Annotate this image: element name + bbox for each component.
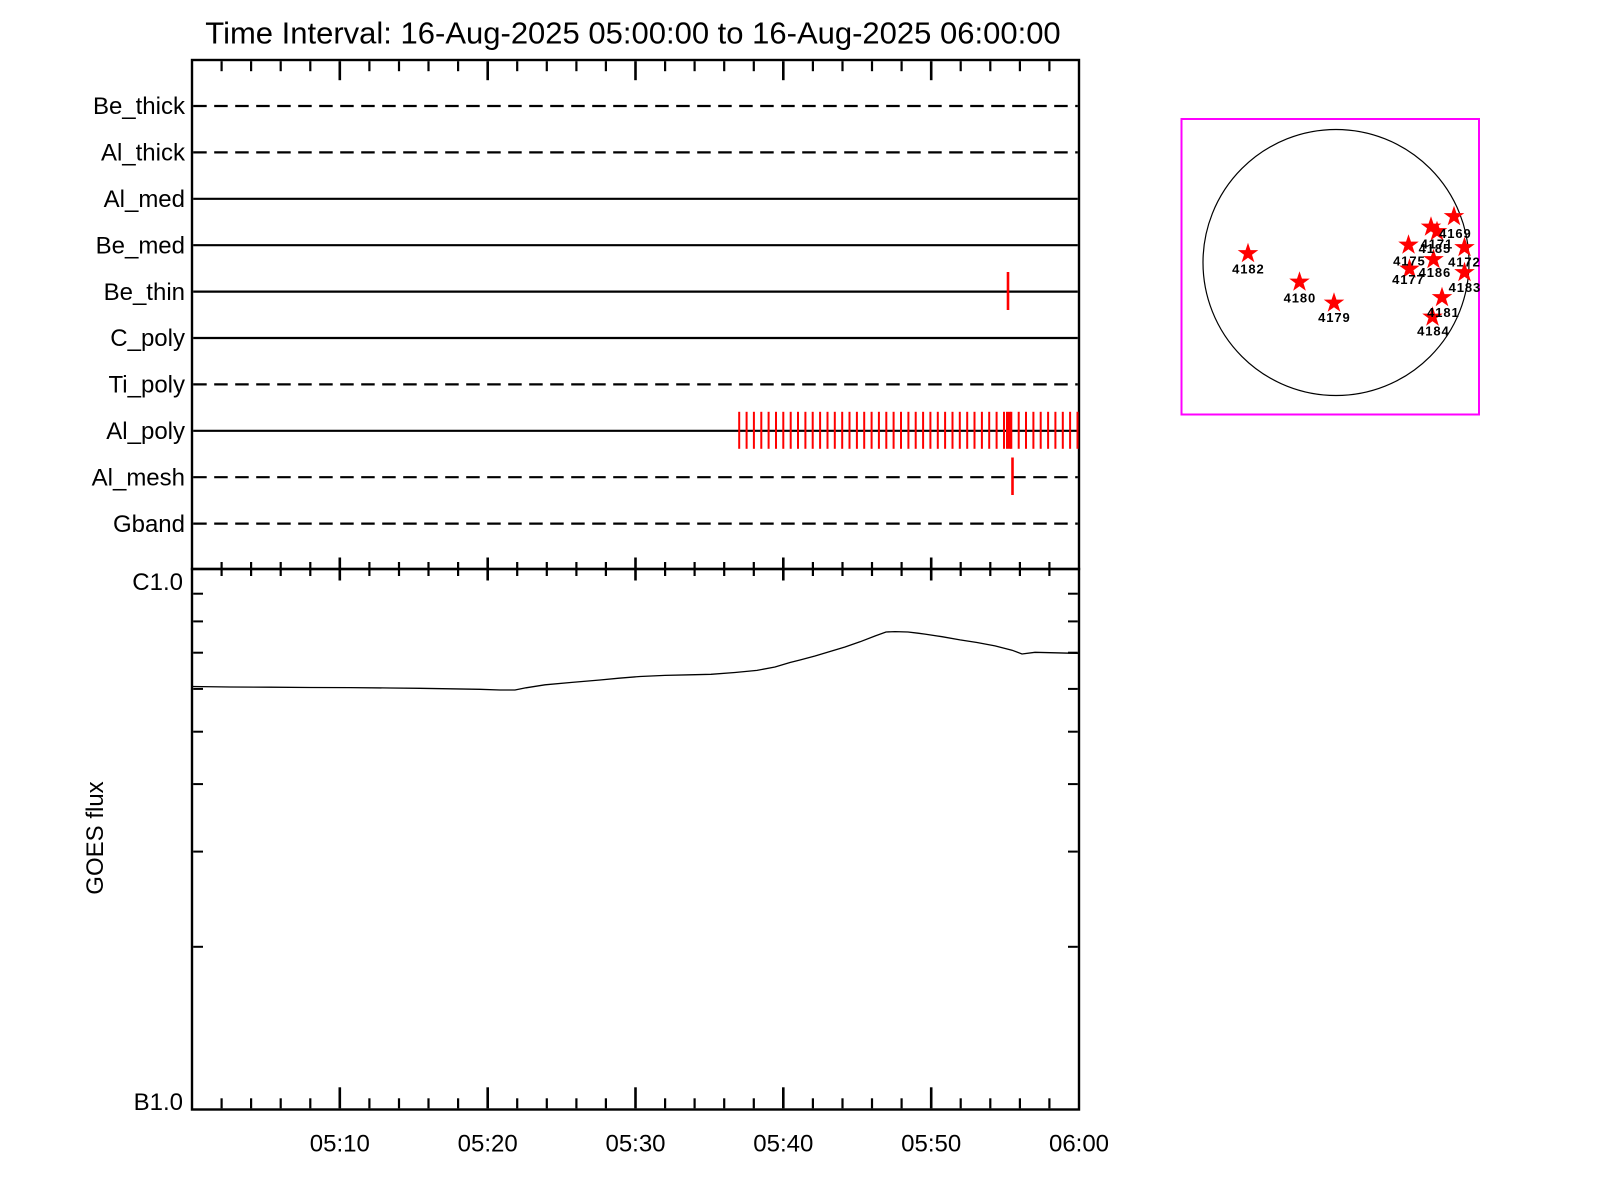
- svg-text:Be_med: Be_med: [96, 232, 185, 259]
- svg-text:Ti_poly: Ti_poly: [109, 372, 185, 399]
- svg-text:4186: 4186: [1419, 265, 1452, 280]
- svg-text:06:00: 06:00: [1049, 1131, 1109, 1158]
- svg-text:4183: 4183: [1449, 280, 1482, 295]
- svg-text:Gband: Gband: [113, 511, 185, 538]
- svg-text:4171: 4171: [1421, 237, 1454, 252]
- svg-text:4184: 4184: [1417, 324, 1450, 339]
- svg-text:05:50: 05:50: [901, 1131, 961, 1158]
- svg-text:05:10: 05:10: [310, 1131, 370, 1158]
- svg-text:C_poly: C_poly: [110, 325, 185, 352]
- svg-text:4169: 4169: [1439, 226, 1472, 241]
- svg-text:05:40: 05:40: [753, 1131, 813, 1158]
- svg-text:4175: 4175: [1393, 254, 1426, 269]
- svg-text:Be_thin: Be_thin: [104, 279, 185, 306]
- svg-text:4185: 4185: [1419, 241, 1452, 256]
- svg-text:GOES flux: GOES flux: [82, 781, 109, 894]
- svg-text:05:30: 05:30: [605, 1131, 665, 1158]
- svg-text:4177: 4177: [1392, 272, 1425, 287]
- svg-text:4172: 4172: [1448, 255, 1481, 270]
- svg-text:4179: 4179: [1318, 310, 1351, 325]
- svg-text:05:20: 05:20: [458, 1131, 518, 1158]
- svg-text:4180: 4180: [1284, 291, 1317, 306]
- svg-text:4181: 4181: [1427, 305, 1460, 320]
- svg-text:Be_thick: Be_thick: [93, 93, 186, 120]
- svg-text:Time Interval: 16-Aug-2025 05:: Time Interval: 16-Aug-2025 05:00:00 to 1…: [205, 16, 1060, 51]
- svg-text:C1.0: C1.0: [132, 569, 183, 596]
- svg-text:B1.0: B1.0: [134, 1089, 183, 1116]
- svg-text:Al_mesh: Al_mesh: [92, 464, 185, 491]
- svg-text:4182: 4182: [1232, 262, 1265, 277]
- svg-text:Al_med: Al_med: [104, 186, 185, 213]
- svg-text:Al_poly: Al_poly: [106, 418, 185, 445]
- svg-text:Al_thick: Al_thick: [101, 140, 186, 167]
